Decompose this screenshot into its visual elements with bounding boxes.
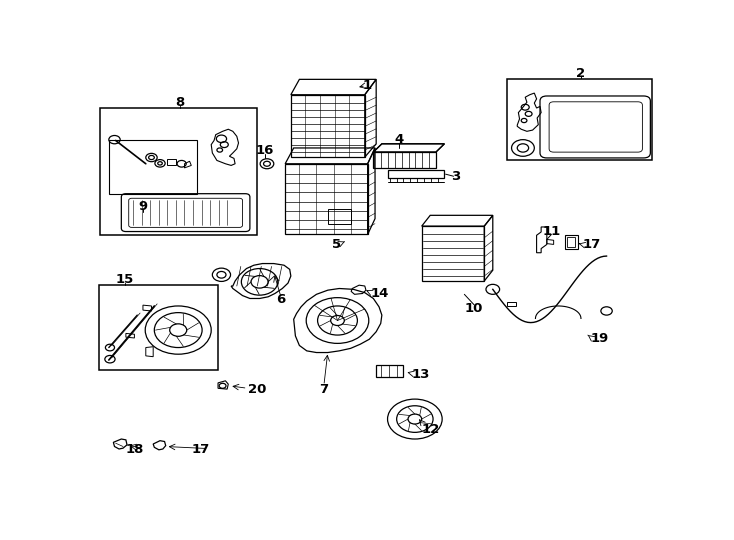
Text: 18: 18 xyxy=(126,443,144,456)
Text: 8: 8 xyxy=(175,96,184,109)
Bar xyxy=(285,164,368,234)
Bar xyxy=(421,226,484,281)
Bar xyxy=(507,79,652,160)
Text: 20: 20 xyxy=(248,383,266,396)
Bar xyxy=(388,171,445,178)
Text: 7: 7 xyxy=(319,383,328,396)
Text: 11: 11 xyxy=(542,226,561,239)
Text: 14: 14 xyxy=(371,287,389,300)
Bar xyxy=(376,365,404,377)
Text: 16: 16 xyxy=(256,144,275,157)
Text: 4: 4 xyxy=(394,133,404,146)
Text: 6: 6 xyxy=(277,293,286,306)
Text: 15: 15 xyxy=(116,273,134,286)
Bar xyxy=(98,285,218,370)
Text: 9: 9 xyxy=(139,200,148,213)
Text: 5: 5 xyxy=(332,238,341,251)
Bar xyxy=(291,94,365,157)
Bar xyxy=(567,237,575,247)
Text: 10: 10 xyxy=(465,301,483,314)
Text: 12: 12 xyxy=(421,423,440,436)
Text: 1: 1 xyxy=(363,79,371,92)
Text: 17: 17 xyxy=(192,443,210,456)
Text: 3: 3 xyxy=(451,170,460,183)
Text: 2: 2 xyxy=(576,66,586,79)
Bar xyxy=(109,140,197,194)
Text: 19: 19 xyxy=(590,332,608,345)
Bar xyxy=(328,209,351,224)
Text: 17: 17 xyxy=(582,238,600,251)
Bar xyxy=(565,235,578,248)
Text: 13: 13 xyxy=(412,368,430,381)
Bar xyxy=(101,109,257,235)
